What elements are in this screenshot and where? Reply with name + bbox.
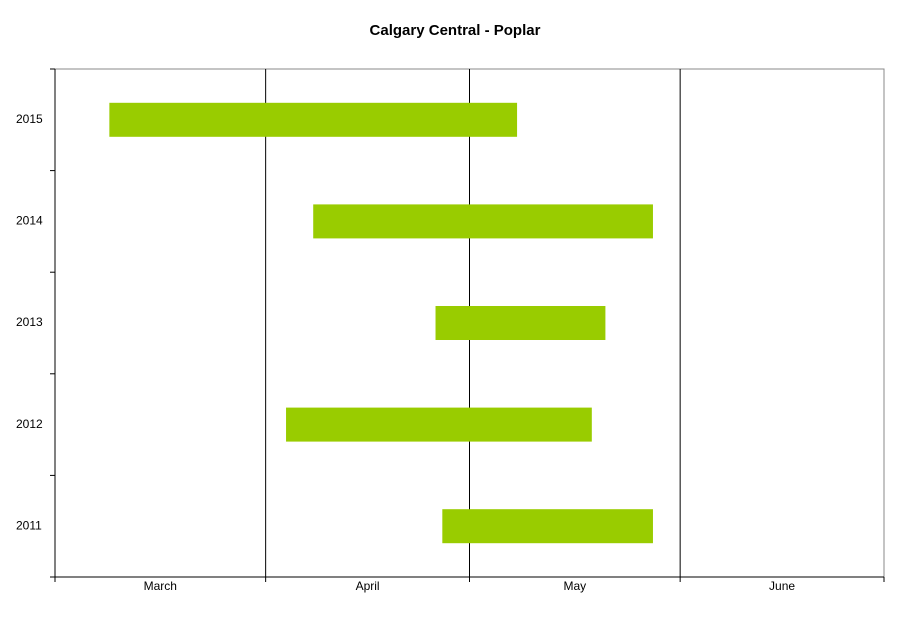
bar	[435, 306, 606, 340]
y-tick-label: 2015	[16, 112, 43, 126]
bar	[313, 204, 653, 239]
x-category-label: March	[144, 579, 177, 593]
bar	[286, 407, 592, 442]
x-category-label: April	[356, 579, 380, 593]
y-tick-label: 2011	[16, 518, 42, 532]
y-tick-label: 2012	[16, 417, 43, 431]
chart-title: Calgary Central - Poplar	[370, 22, 541, 39]
x-category-label: May	[563, 579, 586, 593]
y-tick-label: 2013	[16, 315, 43, 329]
x-category-label: June	[769, 579, 795, 593]
bar	[109, 102, 518, 137]
bar	[442, 509, 653, 544]
y-tick-label: 2014	[16, 214, 43, 228]
